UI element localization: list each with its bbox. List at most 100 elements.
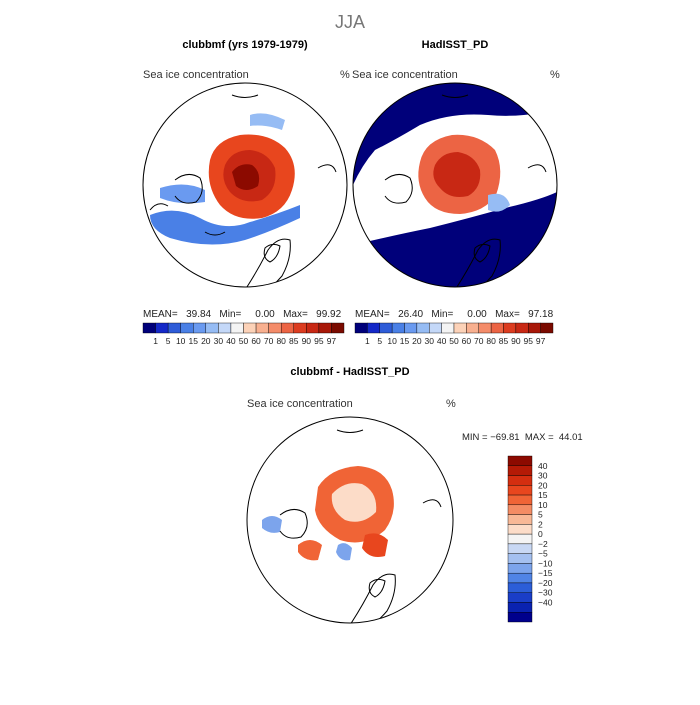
colorbar-diff-swatch (507, 592, 533, 603)
colorbar-diff-tick-label: −20 (538, 578, 553, 588)
panel-obs-title: HadISST_PD (422, 39, 489, 51)
colorbar-diff-swatch (507, 582, 533, 593)
colorbar-model-swatch (331, 322, 345, 334)
colorbar-model-tick-label: 60 (251, 336, 261, 346)
colorbar-diff-tick-label: −5 (538, 549, 548, 559)
map-model (142, 82, 348, 288)
panel-diff-field-label: Sea ice concentration (247, 398, 353, 410)
colorbar-diff-swatch (507, 475, 533, 486)
colorbar-diff-tick-label: 10 (538, 500, 548, 510)
colorbar-diff-swatch (507, 543, 533, 554)
panel-diff-title: clubbmf - HadISST_PD (290, 366, 409, 378)
colorbar-diff-tick-label: −10 (538, 558, 553, 568)
colorbar-obs-tick-label: 50 (449, 336, 459, 346)
colorbar-model-swatch (205, 322, 219, 334)
colorbar-diff-tick-label: 40 (538, 461, 548, 471)
figure-title: JJA (335, 12, 365, 32)
panel-obs-field-label: Sea ice concentration (352, 69, 458, 81)
colorbar-obs-tick-label: 30 (425, 336, 435, 346)
colorbar-model-swatch (306, 322, 320, 334)
panel-diff-stats: MIN = −69.81 MAX = 44.01 (462, 432, 583, 443)
colorbar-obs-tick-label: 95 (524, 336, 534, 346)
colorbar-model-tick-label: 85 (289, 336, 299, 346)
colorbar-model-tick-label: 5 (166, 336, 171, 346)
colorbar-diff-swatch (507, 563, 533, 574)
colorbar-obs-tick-label: 40 (437, 336, 447, 346)
colorbar-diff-swatch (507, 524, 533, 535)
colorbar-obs-tick-label: 90 (511, 336, 521, 346)
colorbar-model-swatch (155, 322, 169, 334)
colorbar-model-swatch (180, 322, 194, 334)
colorbar-diff-swatch (507, 455, 533, 466)
colorbar-obs-tick-label: 15 (400, 336, 410, 346)
colorbar-obs-tick-label: 20 (412, 336, 422, 346)
colorbar-model-swatch (280, 322, 294, 334)
colorbar-diff-tick-label: −30 (538, 588, 553, 598)
colorbar-model-tick-label: 80 (276, 336, 286, 346)
colorbar-obs-swatch (478, 322, 492, 334)
colorbar-model-tick-label: 70 (264, 336, 274, 346)
colorbar-obs-tick-label: 80 (486, 336, 496, 346)
colorbar-model-swatch (193, 322, 207, 334)
colorbar-model-swatch (230, 322, 244, 334)
map-obs (352, 82, 558, 288)
colorbar-model-swatch (268, 322, 282, 334)
colorbar-obs-swatch (528, 322, 541, 334)
colorbar-obs-swatch (441, 322, 455, 334)
colorbar-model-tick-label: 97 (327, 336, 337, 346)
colorbar-obs-swatch (466, 322, 479, 334)
colorbar-obs-swatch (429, 322, 442, 334)
colorbar-diff-tick-label: −2 (538, 539, 548, 549)
colorbar-obs-tick-label: 5 (377, 336, 382, 346)
colorbar-diff-tick-label: 15 (538, 490, 548, 500)
colorbar-diff-swatch (507, 485, 533, 496)
colorbar-obs-swatch (540, 322, 554, 334)
colorbar-diff-swatch (507, 533, 533, 545)
colorbar-obs-swatch (367, 322, 380, 334)
colorbar-obs-tick-label: 85 (499, 336, 509, 346)
colorbar-obs-swatch (416, 322, 430, 334)
colorbar-model-tick-label: 15 (189, 336, 199, 346)
colorbar-model-tick-label: 40 (226, 336, 236, 346)
colorbar-model-swatch (255, 322, 269, 334)
colorbar-model-tick-label: 10 (176, 336, 186, 346)
colorbar-model-swatch (293, 322, 307, 334)
colorbar-diff-swatch (507, 465, 533, 476)
colorbar-model: 1 5 10 15 20 30 40 50 60 70 80 85 90 95 97 (142, 322, 345, 346)
colorbar-model-tick-label: 95 (314, 336, 324, 346)
colorbar-model-swatch (218, 322, 232, 334)
colorbar-diff-swatch (507, 504, 533, 515)
panel-model-stats: MEAN= 39.84 Min= 0.00 Max= 99.92 (143, 309, 342, 320)
colorbar-diff-swatch (507, 494, 533, 506)
colorbar-obs-swatch (354, 322, 368, 334)
colorbar-diff-swatch (507, 514, 533, 525)
colorbar-diff-swatch (507, 602, 533, 613)
colorbar-diff-tick-label: 2 (538, 519, 543, 529)
map-diff (246, 416, 454, 624)
colorbar-diff-tick-label: 5 (538, 510, 543, 520)
colorbar-obs: 1 5 10 15 20 30 40 50 60 70 80 85 90 95 97 (354, 322, 554, 346)
colorbar-diff-swatch (507, 572, 533, 584)
colorbar-diff-swatch (507, 612, 533, 623)
panel-model: clubbmf (yrs 1979-1979) Sea ice concentr… (142, 39, 350, 346)
colorbar-diff-tick-label: 30 (538, 471, 548, 481)
colorbar-model-tick-label: 20 (201, 336, 211, 346)
colorbar-model-swatch (318, 322, 332, 334)
panel-obs-stats: MEAN= 26.40 Min= 0.00 Max= 97.18 (355, 309, 554, 320)
colorbar-obs-swatch (490, 322, 504, 334)
colorbar-obs-swatch (379, 322, 393, 334)
colorbar-obs-tick-label: 60 (462, 336, 472, 346)
colorbar-model-swatch (167, 322, 181, 334)
colorbar-diff-tick-label: 20 (538, 480, 548, 490)
colorbar-obs-tick-label: 97 (536, 336, 546, 346)
colorbar-diff-tick-label: 0 (538, 529, 543, 539)
colorbar-diff-swatch (507, 553, 533, 564)
colorbar-obs-swatch (391, 322, 405, 334)
colorbar-model-swatch (243, 322, 257, 334)
colorbar-model-tick-label: 30 (214, 336, 224, 346)
panel-diff: clubbmf - HadISST_PD Sea ice concentrati… (246, 366, 583, 624)
colorbar-model-tick-label: 90 (302, 336, 312, 346)
colorbar-obs-tick-label: 1 (365, 336, 370, 346)
